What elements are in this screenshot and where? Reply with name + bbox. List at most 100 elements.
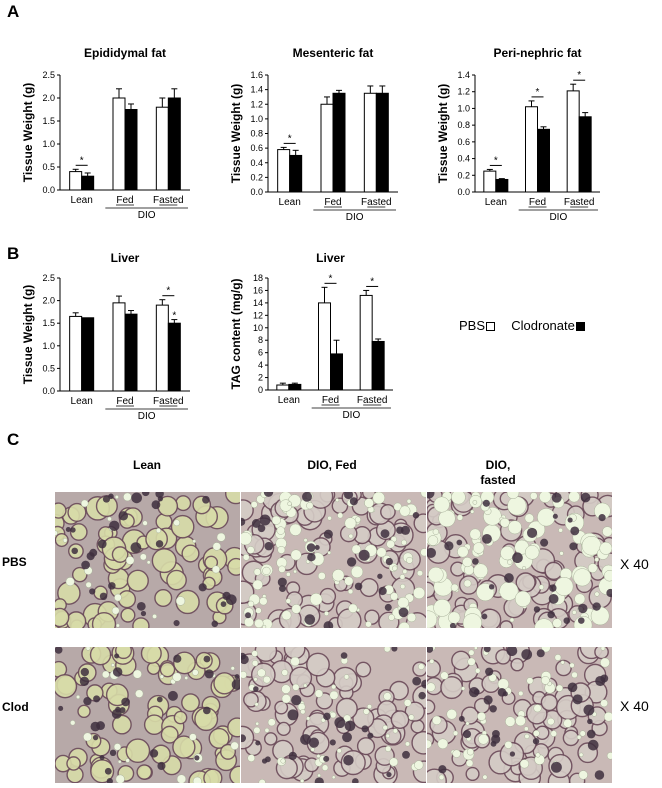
nucleus xyxy=(506,647,518,657)
nucleus xyxy=(288,751,297,761)
bar-clod-fasted xyxy=(167,322,181,392)
lipid-droplet xyxy=(113,743,122,751)
nucleus xyxy=(578,617,585,624)
cell xyxy=(166,569,187,591)
lipid-droplet xyxy=(332,569,345,582)
lipid-droplet xyxy=(473,647,478,650)
lipid-droplet xyxy=(413,586,426,600)
lipid-droplet xyxy=(262,675,271,684)
lipid-droplet xyxy=(552,618,562,628)
cell xyxy=(263,732,278,746)
nucleus xyxy=(89,588,96,595)
y-tick-label: 1.5 xyxy=(42,318,55,328)
cell xyxy=(364,609,380,625)
lipid-droplet xyxy=(159,674,164,679)
nucleus xyxy=(279,585,287,593)
nucleus xyxy=(550,761,562,773)
nucleus xyxy=(90,721,101,732)
lipid-droplet xyxy=(403,699,412,707)
lipid-droplet xyxy=(526,677,534,685)
cell xyxy=(306,652,330,677)
lipid-droplet xyxy=(472,542,485,554)
chart-title: Liver xyxy=(111,251,140,265)
lipid-droplet xyxy=(271,515,281,525)
nucleus xyxy=(253,686,259,692)
lipid-droplet xyxy=(309,593,323,606)
lipid-droplet xyxy=(354,516,361,523)
lipid-droplet xyxy=(560,660,565,665)
nucleus xyxy=(220,601,227,607)
lipid-droplet xyxy=(281,610,292,621)
bar-clod-fed xyxy=(332,92,346,193)
panel-letter-c: C xyxy=(7,430,20,449)
lipid-droplet xyxy=(348,533,354,539)
lipid-droplet xyxy=(250,501,258,509)
chart-liver-weight-svg: Liver Tissue Weight (g) 0.0 0.5 1.0 1.5 2.0 2.5… xyxy=(21,251,190,422)
y-tick-label: 0.2 xyxy=(250,172,263,182)
nucleus xyxy=(592,602,601,611)
lipid-droplet xyxy=(293,569,297,574)
nucleus xyxy=(606,588,612,598)
lipid-droplet xyxy=(524,545,540,560)
cell xyxy=(427,699,436,715)
lipid-droplet xyxy=(251,660,259,667)
lipid-droplet xyxy=(306,502,314,510)
cell xyxy=(243,691,259,708)
histo-col-dio-fed: DIO, Fed xyxy=(307,458,357,472)
nucleus xyxy=(92,734,99,741)
lipid-droplet xyxy=(500,545,515,561)
lipid-droplet xyxy=(554,577,574,596)
bar-clod-lean xyxy=(288,383,302,391)
lipid-droplet xyxy=(348,603,358,613)
histo-col-dio-fasted: DIO, fasted xyxy=(480,458,516,487)
nucleus xyxy=(202,706,211,715)
bar-clod-fasted xyxy=(578,116,592,193)
y-axis-label: TAG content (mg/g) xyxy=(229,278,243,389)
cell xyxy=(204,555,219,570)
lipid-droplet xyxy=(529,492,538,500)
y-tick-label: 2.0 xyxy=(42,296,55,306)
nucleus xyxy=(323,712,331,721)
x-tick-label-fasted: Fasted xyxy=(564,197,595,208)
lipid-droplet xyxy=(253,726,261,734)
lipid-droplet xyxy=(427,610,438,628)
cell xyxy=(390,710,410,729)
nucleus xyxy=(342,732,352,743)
nucleus xyxy=(167,690,178,701)
chart-title: Epididymal fat xyxy=(84,46,166,60)
chart-epididymal-fat: Epididymal fat Tissue Weight (g) 0.0 0.5 1.0… xyxy=(0,40,220,230)
lipid-droplet xyxy=(62,537,68,543)
x-tick-label-fed: Fed xyxy=(116,195,133,206)
nucleus xyxy=(157,761,166,771)
nucleus xyxy=(104,767,112,775)
lipid-droplet xyxy=(125,758,130,763)
x-tick-label-fasted: Fasted xyxy=(153,396,184,407)
nucleus xyxy=(483,695,493,705)
lipid-droplet xyxy=(281,684,291,694)
cell xyxy=(229,765,240,783)
lipid-droplet xyxy=(290,656,300,667)
lipid-droplet xyxy=(314,689,323,698)
cell xyxy=(319,587,337,605)
bar-clod-fasted xyxy=(371,340,385,391)
nucleus xyxy=(594,770,605,780)
cell xyxy=(208,727,230,749)
cell xyxy=(274,700,289,715)
lipid-droplet xyxy=(519,759,530,769)
nucleus xyxy=(512,552,523,564)
nucleus xyxy=(71,547,78,555)
bar-pbs-fasted xyxy=(359,294,373,391)
cell xyxy=(89,647,112,666)
lipid-droplet xyxy=(152,613,158,619)
cell xyxy=(356,737,376,756)
lipid-droplet xyxy=(83,732,92,742)
x-tick-label-lean: Lean xyxy=(71,396,93,407)
lipid-droplet xyxy=(264,727,270,733)
nucleus xyxy=(308,737,320,748)
cell xyxy=(465,766,480,782)
cell xyxy=(126,569,149,592)
chart-epididymal-fat-svg: Epididymal fat Tissue Weight (g) 0.0 0.5 1.0… xyxy=(21,46,190,221)
cell xyxy=(67,502,87,522)
lipid-droplet xyxy=(390,592,399,601)
y-tick-label: 2 xyxy=(258,373,263,383)
